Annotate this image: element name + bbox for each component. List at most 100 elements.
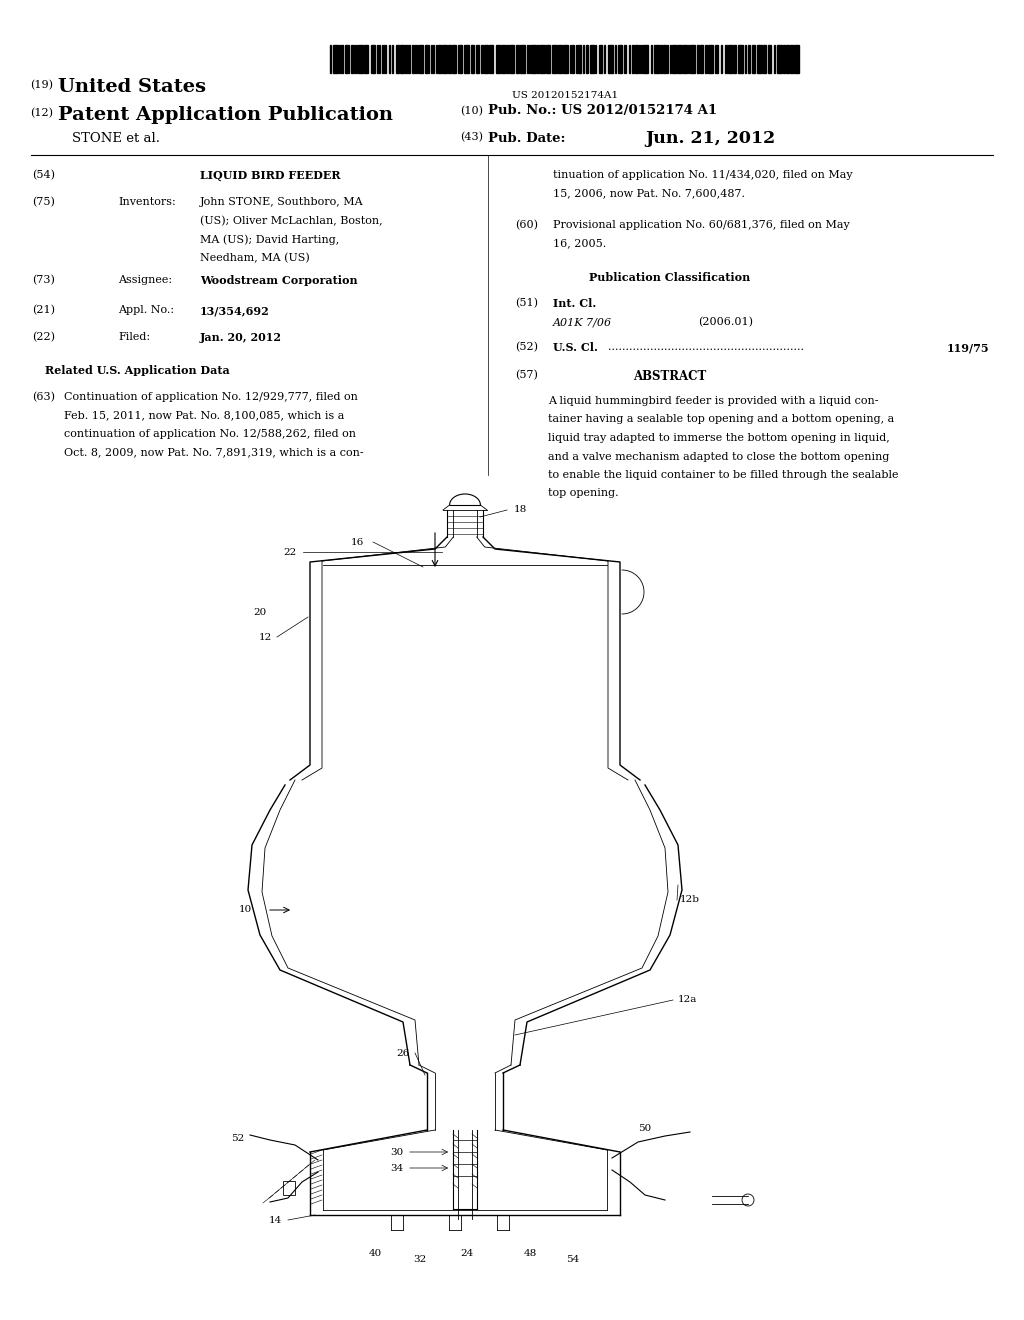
Bar — [618, 45, 622, 73]
Text: liquid tray adapted to immerse the bottom opening in liquid,: liquid tray adapted to immerse the botto… — [548, 433, 890, 444]
Bar — [447, 45, 451, 73]
Text: Publication Classification: Publication Classification — [590, 272, 751, 282]
Text: 12: 12 — [258, 632, 271, 642]
Bar — [489, 45, 494, 73]
Bar — [484, 45, 488, 73]
Text: 20: 20 — [253, 607, 266, 616]
Text: (51): (51) — [515, 298, 538, 309]
Bar — [728, 45, 731, 73]
Text: (73): (73) — [32, 275, 55, 285]
Text: 50: 50 — [638, 1123, 651, 1133]
Text: Provisional application No. 60/681,376, filed on May: Provisional application No. 60/681,376, … — [553, 220, 850, 230]
Text: Oct. 8, 2009, now Pat. No. 7,891,319, which is a con-: Oct. 8, 2009, now Pat. No. 7,891,319, wh… — [63, 447, 364, 458]
Text: 48: 48 — [523, 1249, 537, 1258]
Bar — [664, 45, 666, 73]
Text: 119/75: 119/75 — [946, 342, 989, 352]
Text: Related U.S. Application Data: Related U.S. Application Data — [45, 366, 229, 376]
Bar — [650, 45, 652, 73]
Text: 18: 18 — [513, 506, 526, 515]
Bar — [552, 45, 557, 73]
Bar — [643, 45, 648, 73]
Text: (19): (19) — [30, 81, 53, 90]
Text: 32: 32 — [414, 1255, 427, 1265]
Text: Jun. 21, 2012: Jun. 21, 2012 — [645, 129, 775, 147]
Text: to enable the liquid container to be filled through the sealable: to enable the liquid container to be fil… — [548, 470, 898, 480]
Text: 12a: 12a — [677, 995, 696, 1005]
Bar — [753, 45, 755, 73]
Bar — [540, 45, 545, 73]
Text: (60): (60) — [515, 220, 538, 230]
Text: U.S. Cl.: U.S. Cl. — [553, 342, 598, 352]
Bar — [632, 45, 634, 73]
Bar — [700, 45, 703, 73]
Text: 54: 54 — [566, 1255, 580, 1265]
Bar — [690, 45, 695, 73]
Text: Patent Application Publication: Patent Application Publication — [58, 106, 393, 124]
Text: United States: United States — [58, 78, 206, 96]
Bar — [709, 45, 713, 73]
Bar — [506, 45, 508, 73]
Text: LIQUID BIRD FEEDER: LIQUID BIRD FEEDER — [200, 170, 341, 181]
Bar — [458, 45, 463, 73]
Bar — [538, 45, 539, 73]
Bar — [389, 45, 390, 73]
Bar — [795, 45, 799, 73]
Text: Pub. Date:: Pub. Date: — [488, 132, 565, 145]
Bar — [571, 45, 573, 73]
Bar — [786, 45, 790, 73]
Text: (US); Oliver McLachlan, Boston,: (US); Oliver McLachlan, Boston, — [200, 215, 383, 226]
Bar — [558, 45, 562, 73]
Text: Inventors:: Inventors: — [118, 197, 176, 207]
Bar — [283, 1181, 295, 1195]
Bar — [496, 45, 501, 73]
Text: top opening.: top opening. — [548, 488, 618, 499]
Bar — [563, 45, 567, 73]
Bar — [471, 45, 474, 73]
Text: (54): (54) — [32, 170, 55, 181]
Bar — [733, 45, 736, 73]
Text: 22: 22 — [284, 548, 297, 557]
Bar — [725, 45, 727, 73]
Bar — [546, 45, 550, 73]
Text: (43): (43) — [460, 132, 483, 143]
Text: Feb. 15, 2011, now Pat. No. 8,100,085, which is a: Feb. 15, 2011, now Pat. No. 8,100,085, w… — [63, 411, 344, 421]
Bar — [586, 45, 589, 73]
Bar — [341, 45, 343, 73]
Text: 24: 24 — [461, 1249, 474, 1258]
Text: 16, 2005.: 16, 2005. — [553, 239, 606, 248]
Text: Filed:: Filed: — [118, 333, 151, 342]
Bar — [721, 45, 723, 73]
Bar — [351, 45, 353, 73]
Bar — [748, 45, 751, 73]
Bar — [683, 45, 687, 73]
Bar — [768, 45, 771, 73]
Bar — [379, 45, 380, 73]
Text: ........................................................: ........................................… — [608, 342, 804, 352]
Bar — [371, 45, 376, 73]
Bar — [409, 45, 410, 73]
Text: A liquid hummingbird feeder is provided with a liquid con-: A liquid hummingbird feeder is provided … — [548, 396, 879, 407]
Text: John STONE, Southboro, MA: John STONE, Southboro, MA — [200, 197, 364, 207]
Bar — [333, 45, 338, 73]
Bar — [396, 45, 398, 73]
Text: (75): (75) — [32, 197, 55, 207]
Text: 34: 34 — [390, 1163, 403, 1172]
Bar — [464, 45, 469, 73]
Text: Assignee:: Assignee: — [118, 275, 172, 285]
Bar — [579, 45, 581, 73]
Bar — [590, 45, 594, 73]
Bar — [438, 45, 441, 73]
Text: STONE et al.: STONE et al. — [72, 132, 160, 145]
Bar — [697, 45, 698, 73]
Bar — [384, 45, 386, 73]
Bar — [399, 45, 404, 73]
Bar — [777, 45, 782, 73]
Text: (21): (21) — [32, 305, 55, 315]
Bar — [678, 45, 682, 73]
Bar — [531, 45, 537, 73]
Bar — [412, 45, 414, 73]
Text: 26: 26 — [396, 1048, 410, 1057]
Text: US 20120152174A1: US 20120152174A1 — [512, 91, 618, 100]
Bar — [624, 45, 627, 73]
Text: 13/354,692: 13/354,692 — [200, 305, 269, 315]
